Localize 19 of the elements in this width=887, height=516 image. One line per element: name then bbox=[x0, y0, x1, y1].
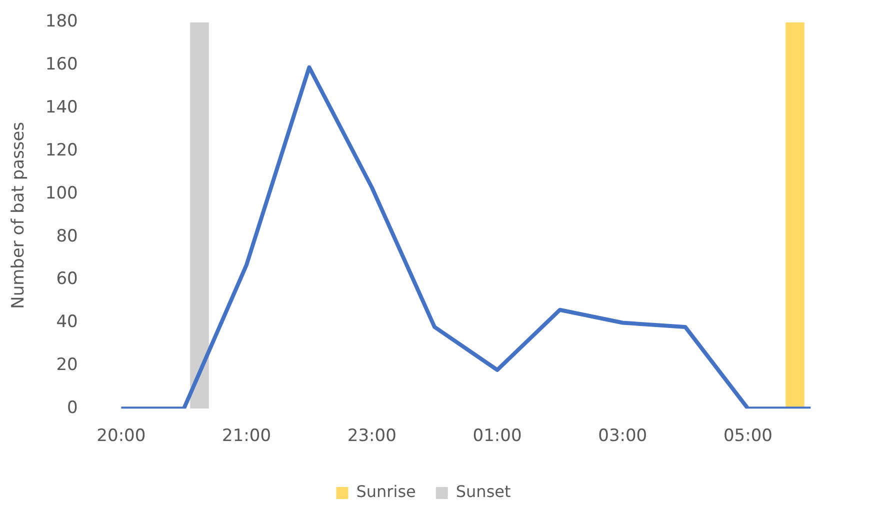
y-tick-label: 160 bbox=[45, 54, 78, 75]
y-axis-title: Number of bat passes bbox=[8, 122, 29, 309]
x-tick-label: 20:00 bbox=[96, 426, 146, 446]
y-tick-label: 40 bbox=[56, 312, 78, 332]
x-tick-label: 21:00 bbox=[222, 426, 272, 446]
legend-label: Sunrise bbox=[356, 482, 416, 502]
x-tick-label: 01:00 bbox=[472, 426, 522, 446]
y-tick-label: 60 bbox=[56, 269, 78, 290]
legend-label: Sunset bbox=[456, 482, 511, 502]
y-tick-label: 140 bbox=[45, 97, 78, 118]
y-tick-label: 20 bbox=[56, 355, 78, 376]
y-tick-label: 0 bbox=[67, 398, 78, 418]
x-tick-label: 23:00 bbox=[347, 426, 396, 446]
x-tick-label: 05:00 bbox=[723, 426, 772, 446]
x-tick-label: 03:00 bbox=[598, 426, 648, 446]
y-tick-label: 180 bbox=[45, 12, 78, 32]
y-tick-label: 100 bbox=[45, 183, 78, 204]
y-tick-label: 80 bbox=[56, 226, 78, 246]
y-tick-label: 120 bbox=[45, 140, 78, 160]
